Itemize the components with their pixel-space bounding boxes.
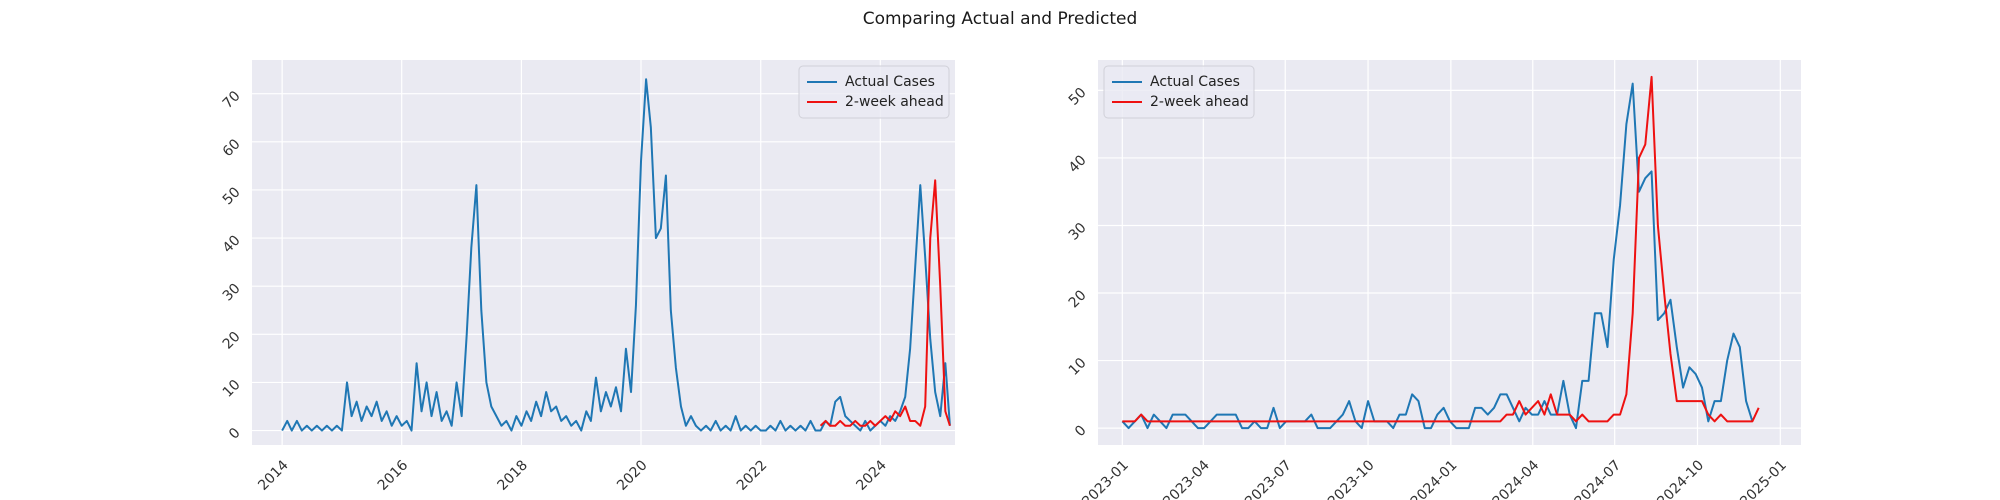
legend-box: [1103, 65, 1255, 119]
x-tick-label: 2024: [853, 457, 890, 494]
y-tick-label: 30: [1066, 220, 1090, 244]
y-tick-label: 50: [1066, 85, 1090, 109]
series-line-2-week-ahead: [1122, 75, 1760, 423]
y-tick-label: 40: [1066, 152, 1090, 176]
legend-box: [798, 65, 950, 119]
y-tick-label: 70: [220, 88, 244, 112]
left-chart: 2014 2016 2018 2020 2022 2024 0 10 20 30 40 50 60 70 A…: [220, 60, 955, 494]
legend-entry: 2-week ahead: [845, 94, 944, 110]
y-tick-label: 0: [226, 425, 244, 443]
series-line-actual-cases: [281, 78, 951, 432]
y-tick-label: 30: [220, 281, 244, 305]
legend-entry: Actual Cases: [845, 74, 935, 90]
right-chart: 2023-01 2023-04 2023-07 2023-10 2024-01 2024-…: [1066, 60, 1801, 500]
x-tick-label: 2024-10: [1654, 457, 1707, 500]
y-tick-label: 10: [1066, 355, 1090, 379]
x-tick-label: 2016: [375, 457, 412, 494]
series-line-2-week-ahead: [819, 179, 951, 427]
figure-title: Comparing Actual and Predicted: [863, 9, 1138, 29]
x-tick-label: 2024-04: [1490, 457, 1543, 500]
y-tick-label: 60: [220, 136, 244, 160]
y-tick-label: 20: [220, 329, 244, 353]
x-tick-label: 2024-07: [1572, 457, 1625, 500]
y-tick-label: 10: [220, 377, 244, 401]
x-tick-label: 2023-07: [1242, 457, 1295, 500]
y-tick-label: 0: [1072, 422, 1090, 440]
x-tick-label: 2024-01: [1408, 457, 1461, 500]
x-tick-label: 2022: [734, 457, 771, 494]
legend: Actual Cases 2-week ahead: [798, 65, 950, 119]
x-tick-label: 2023-04: [1160, 457, 1213, 500]
x-tick-label: 2023-10: [1325, 457, 1378, 500]
x-tick-label: 2020: [614, 457, 651, 494]
x-tick-label: 2014: [255, 457, 292, 494]
plot-area: [1098, 60, 1801, 445]
y-tick-label: 20: [1066, 287, 1090, 311]
legend-entry: 2-week ahead: [1150, 94, 1249, 110]
x-tick-label: 2023-01: [1079, 457, 1132, 500]
series-line-actual-cases: [1121, 82, 1754, 430]
legend: Actual Cases 2-week ahead: [1103, 65, 1255, 119]
x-tick-label: 2025-01: [1737, 457, 1790, 500]
y-tick-label: 40: [220, 232, 244, 256]
legend-entry: Actual Cases: [1150, 74, 1240, 90]
x-tick-label: 2018: [495, 457, 532, 494]
plot-area: [252, 60, 955, 445]
y-tick-label: 50: [220, 184, 244, 208]
